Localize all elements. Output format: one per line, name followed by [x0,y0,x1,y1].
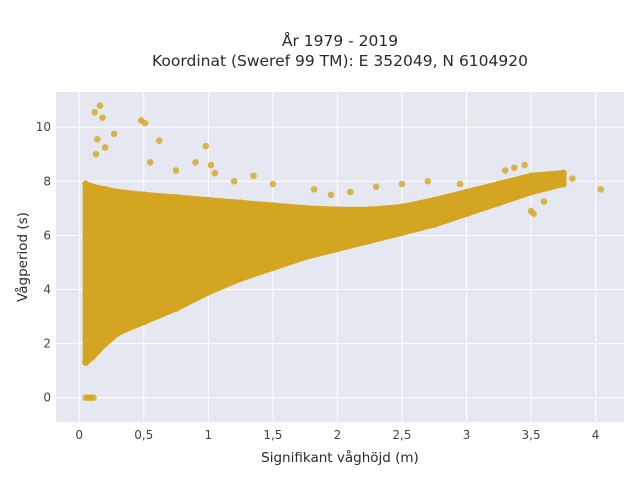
x-tick-label: 1,5 [263,428,282,442]
data-point [211,169,219,177]
data-point [540,198,548,205]
data-point [347,188,354,196]
x-axis-label: Signifikant våghöjd (m) [261,449,419,466]
x-tick-label: 0 [75,428,83,442]
data-point [560,173,567,181]
data-point [372,183,380,190]
data-point [569,175,576,182]
y-tick-label: 6 [43,228,51,242]
data-point [140,191,148,199]
data-point [101,185,109,193]
data-point [172,193,180,201]
y-axis-label: Vågperiod (s) [14,212,31,302]
y-tick-label: 10 [36,120,51,134]
data-points [82,102,605,401]
data-point [192,159,199,166]
data-point [82,180,90,188]
data-point [366,206,374,214]
data-point [101,144,109,151]
data-point [110,130,118,138]
data-point [478,205,486,212]
y-axis-ticks: 0 2 4 6 8 10 [36,120,51,404]
data-point [88,353,96,361]
data-point [398,180,406,188]
data-point [597,186,605,193]
data-point [114,329,122,337]
data-point [230,177,238,185]
data-point [82,358,90,366]
data-point [96,102,104,109]
data-point [101,340,109,348]
data-point [405,218,412,226]
data-point [172,167,180,174]
x-tick-label: 0,5 [134,428,153,442]
data-point [141,119,149,127]
data-point [430,196,438,204]
data-point [207,161,215,169]
data-point [521,161,528,169]
data-point [114,188,122,196]
data-point [495,180,503,188]
data-point [250,172,257,180]
data-point [463,188,471,196]
data-point [501,167,509,174]
data-point [92,150,100,158]
data-point [527,188,535,196]
data-point [88,183,96,191]
data-point [301,253,309,261]
data-point [398,229,406,237]
y-tick-label: 2 [43,337,51,351]
data-point [90,394,97,401]
y-tick-label: 8 [43,174,51,188]
data-point [237,199,245,207]
data-point [530,210,537,218]
data-point [140,318,148,326]
data-point [202,142,210,150]
x-tick-label: 3 [463,428,471,442]
data-point [204,196,212,204]
data-point [237,275,245,283]
data-point [527,172,535,180]
x-tick-label: 2 [334,428,342,442]
x-tick-label: 1 [205,428,213,442]
data-point [99,114,106,121]
y-tick-label: 4 [43,282,51,296]
data-point [327,191,335,199]
data-point [333,206,341,214]
data-point [372,232,380,239]
data-point [510,164,518,172]
data-point [495,199,503,207]
data-point [424,177,432,185]
data-point [460,210,468,218]
data-point [333,245,341,253]
y-tick-label: 0 [43,391,51,405]
data-point [172,304,180,312]
data-point [547,175,554,182]
data-point [366,237,374,245]
data-point [456,180,464,188]
data-point [559,180,567,188]
x-tick-label: 4 [592,428,600,442]
data-point [155,137,163,144]
data-point [204,288,212,296]
chart-title: År 1979 - 2019 [282,31,398,50]
x-axis-ticks: 0 0,5 1 1,5 2 2,5 3 3,5 4 [75,428,599,442]
data-point [553,173,561,181]
x-tick-label: 3,5 [522,428,541,442]
data-point [91,108,99,116]
data-point [310,186,318,193]
data-point [94,136,101,143]
x-tick-label: 2,5 [392,428,411,442]
data-point [398,203,406,211]
data-point [269,264,277,272]
data-point [430,221,438,229]
data-point [269,180,277,188]
data-point [146,159,154,166]
data-point [301,204,309,212]
chart-subtitle: Koordinat (Sweref 99 TM): E 352049, N 61… [152,52,528,70]
data-point [269,202,277,210]
